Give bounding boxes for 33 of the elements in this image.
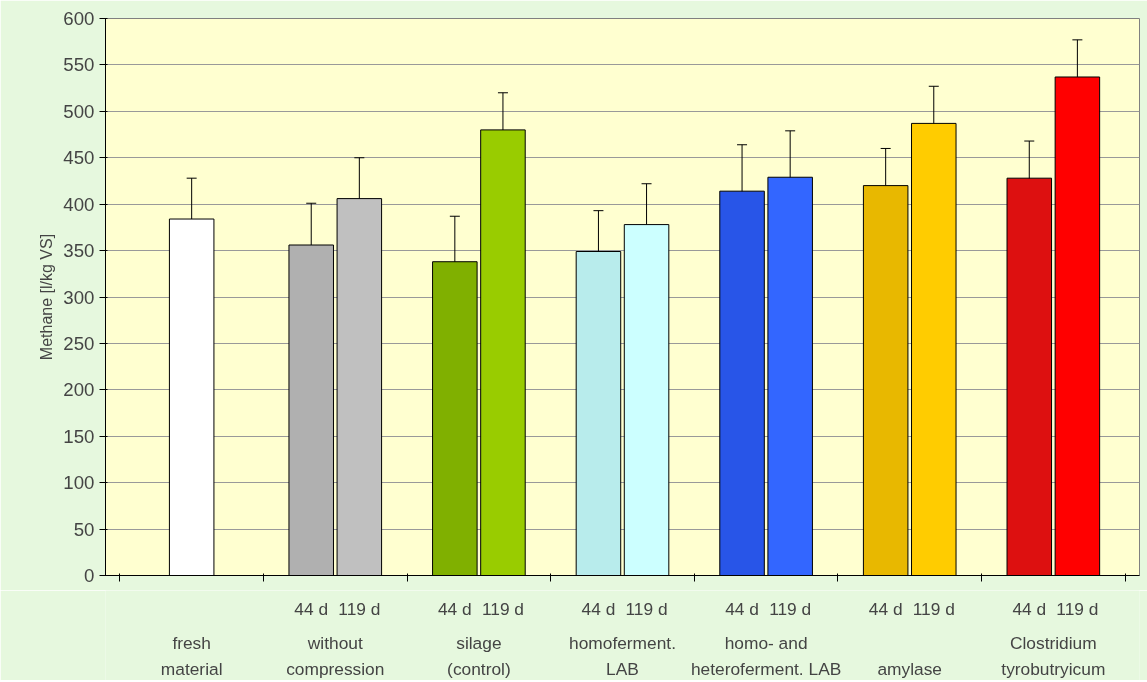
text: 44 d — [437, 598, 472, 619]
y-tick-label: 100 — [63, 472, 95, 494]
y-tick-label: 0 — [84, 565, 95, 586]
text: 119 d — [481, 598, 524, 619]
y-tick-label: 300 — [63, 286, 95, 308]
text: 44 d — [868, 598, 903, 619]
text: 44 d — [1012, 598, 1047, 619]
y-tick-label: 450 — [63, 147, 95, 169]
y-tick-label: 200 — [63, 379, 95, 401]
x-tick-label: amylase — [877, 658, 942, 679]
text: 44 d — [581, 598, 616, 619]
y-tick-label: 400 — [63, 193, 95, 215]
y-tick-label: 50 — [73, 518, 95, 540]
y-tick-label: 550 — [63, 54, 95, 76]
y-tick-label: 350 — [63, 240, 95, 262]
text: 44 d — [725, 598, 759, 619]
x-tick-label: without compression — [286, 632, 385, 679]
x-tick-label: homoferment. LAB — [569, 632, 676, 679]
text: 119 d — [912, 598, 955, 619]
series-label: 119 d — [338, 598, 381, 619]
x-tick-label: fresh material — [160, 632, 223, 679]
y-tick-label: 500 — [63, 100, 95, 122]
x-tick-label: Clostridium tyrobutryicum — [1001, 632, 1106, 679]
y-tick-label: 150 — [63, 425, 95, 447]
y-tick-label: 600 — [63, 8, 95, 29]
x-tick-label: homo- and heteroferment. LAB — [690, 632, 842, 679]
series-label: 44 d — [294, 598, 329, 619]
y-tick-label: 250 — [63, 332, 95, 354]
text: 119 d — [625, 598, 668, 619]
x-tick-label: silage (control) — [447, 632, 511, 679]
text: 119 d — [1056, 598, 1099, 619]
text: 119 d — [769, 598, 812, 619]
y-axis-title: Methane [l/kg VS] — [38, 233, 56, 361]
